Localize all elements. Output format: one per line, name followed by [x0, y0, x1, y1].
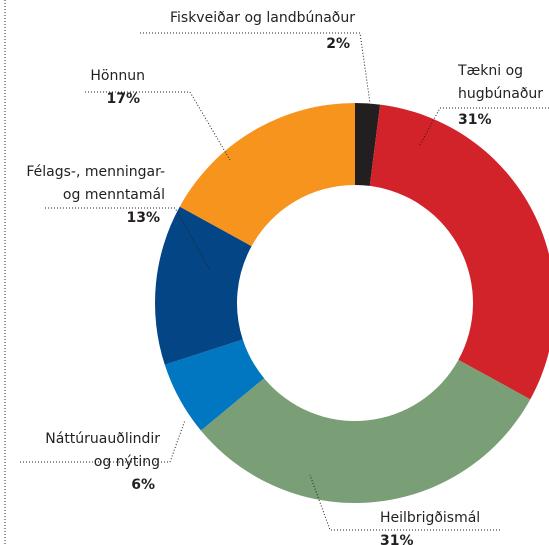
slice-label: Félags-, menningar- — [26, 164, 165, 180]
slice-label: Tækni og — [457, 63, 523, 79]
donut-slice — [200, 359, 531, 503]
leader-line — [45, 207, 211, 271]
donut-slice — [164, 339, 265, 431]
value-label: 6% — [131, 477, 155, 493]
leader-line — [20, 419, 186, 463]
slice-label: Fiskveiðar og landbúnaður — [170, 10, 355, 26]
value-label: 31% — [458, 112, 492, 128]
donut-slice — [369, 104, 549, 400]
donut-slice — [155, 206, 252, 365]
slice-label: Hönnun — [90, 68, 145, 84]
value-label: 2% — [326, 36, 350, 52]
donut-slice — [355, 103, 381, 186]
donut-slice — [179, 103, 355, 247]
slice-label: og menntamál — [63, 187, 165, 203]
slice-label: Heilbrigðismál — [380, 510, 480, 526]
leader-line — [419, 107, 549, 146]
value-label: 17% — [106, 91, 140, 107]
value-label: 31% — [380, 533, 414, 545]
slice-label: Náttúruauðlindir — [45, 431, 160, 447]
leader-line — [140, 32, 371, 104]
slice-label: hugbúnaður — [458, 86, 543, 102]
leader-line — [85, 91, 231, 161]
slice-label: og nýting — [94, 454, 160, 470]
value-label: 13% — [126, 210, 160, 226]
